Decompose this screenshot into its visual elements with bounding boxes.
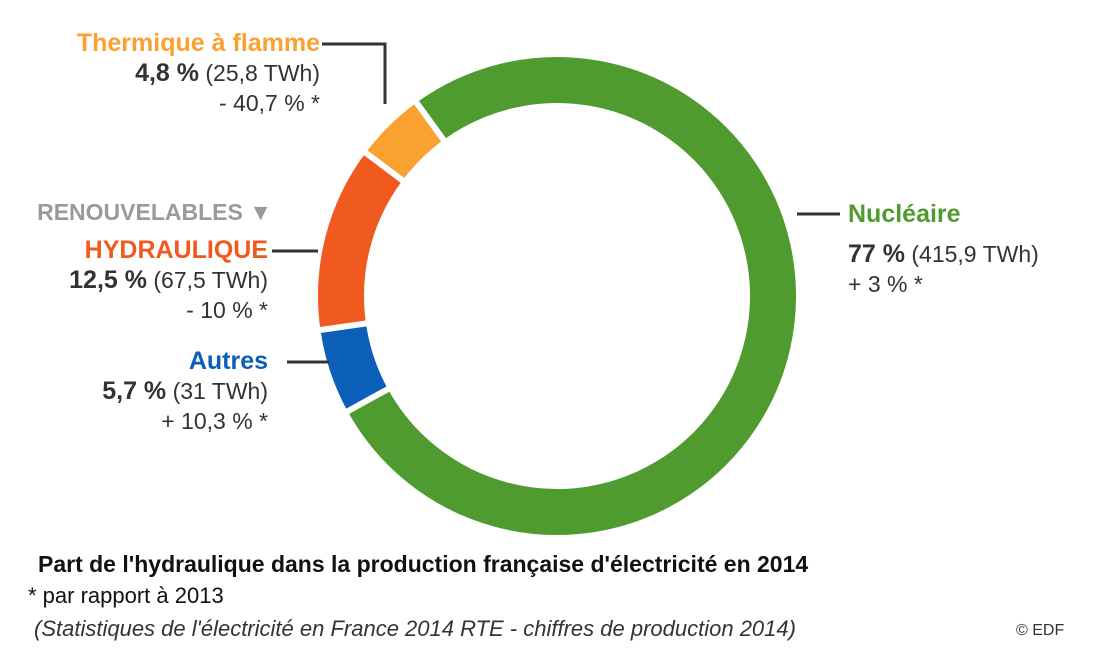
leader-line-thermique: [322, 42, 387, 104]
slice-twh-autres: (31 TWh): [172, 378, 268, 404]
label-autres: Autres 5,7 % (31 TWh) + 10,3 % *: [102, 346, 268, 436]
label-hydraulique: HYDRAULIQUE 12,5 % (67,5 TWh) - 10 % *: [69, 235, 268, 325]
slice-name-nucleaire: Nucléaire: [848, 200, 961, 228]
slice-name-autres: Autres: [188, 347, 268, 375]
chart-source: (Statistiques de l'électricité en France…: [34, 616, 796, 641]
slice-value-autres: 5,7 % (31 TWh): [102, 376, 268, 406]
slice-twh-hydraulique: (67,5 TWh): [153, 267, 268, 293]
slice-separator: [344, 385, 392, 415]
donut-slice-nucleaire: [347, 57, 796, 535]
slice-change-nucleaire: + 3 % *: [848, 271, 923, 297]
slice-percent-thermique: 4,8 %: [135, 59, 199, 87]
chart-footnote: * par rapport à 2013: [28, 583, 224, 608]
label-nucleaire: Nucléaire 77 % (415,9 TWh) + 3 % *: [848, 199, 1039, 299]
slice-name-thermique: Thermique à flamme: [76, 29, 320, 57]
slice-change-thermique: - 40,7 % *: [219, 90, 320, 116]
donut-slice-autres: [320, 322, 389, 412]
slice-percent-hydraulique: 12,5 %: [69, 266, 147, 294]
slice-change-hydraulique: - 10 % *: [186, 297, 268, 323]
donut-slice-hydraulique: [318, 152, 403, 330]
copyright-notice: © EDF: [1016, 622, 1065, 639]
leader-lines: [272, 42, 840, 364]
slice-separator: [318, 320, 369, 334]
donut-slice-thermique-a-flamme: [365, 102, 444, 181]
chart-title: Part de l'hydraulique dans la production…: [38, 551, 809, 577]
slice-name-hydraulique: HYDRAULIQUE: [84, 236, 268, 264]
group-label-renouvelables: RENOUVELABLES ▼: [37, 199, 272, 225]
slice-value-hydraulique: 12,5 % (67,5 TWh): [69, 265, 268, 295]
slice-value-nucleaire: 77 % (415,9 TWh): [848, 239, 1039, 269]
donut-slices: [318, 57, 796, 535]
label-thermique: Thermique à flamme 4,8 % (25,8 TWh) - 40…: [77, 28, 320, 118]
slice-percent-nucleaire: 77 %: [848, 240, 905, 268]
slice-percent-autres: 5,7 %: [102, 377, 167, 405]
slice-twh-nucleaire: (415,9 TWh): [911, 241, 1039, 267]
slice-separator: [412, 99, 448, 144]
slice-separator: [362, 149, 406, 184]
slice-change-autres: + 10,3 % *: [161, 408, 268, 434]
slice-twh-thermique: (25,8 TWh): [205, 60, 320, 86]
slice-value-thermique: 4,8 % (25,8 TWh): [77, 58, 320, 88]
